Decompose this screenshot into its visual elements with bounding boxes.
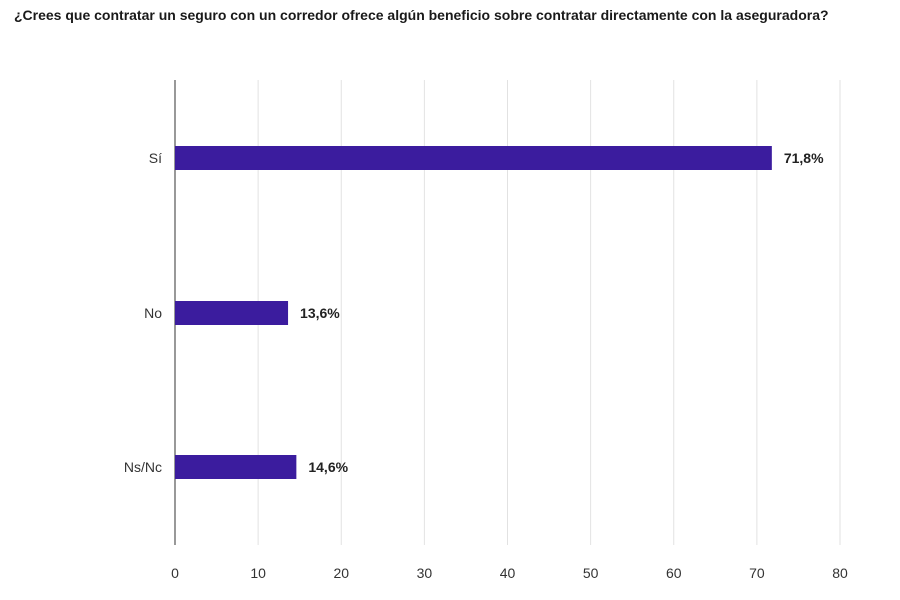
value-label: 14,6% bbox=[308, 459, 348, 475]
bars bbox=[175, 146, 772, 479]
x-tick-label: 30 bbox=[417, 565, 433, 581]
x-tick-label: 50 bbox=[583, 565, 599, 581]
x-tick-label: 40 bbox=[500, 565, 516, 581]
x-tick-label: 60 bbox=[666, 565, 682, 581]
bar bbox=[175, 146, 772, 170]
x-tick-label: 20 bbox=[333, 565, 349, 581]
category-label: Sí bbox=[149, 150, 162, 166]
category-labels: Sí No Ns/Nc bbox=[124, 150, 162, 475]
bar bbox=[175, 301, 289, 325]
value-label: 13,6% bbox=[300, 305, 340, 321]
x-tick-label: 10 bbox=[250, 565, 266, 581]
x-tick-label: 70 bbox=[749, 565, 765, 581]
bar bbox=[175, 455, 297, 479]
x-tick-label: 0 bbox=[171, 565, 179, 581]
value-label: 71,8% bbox=[784, 150, 824, 166]
value-labels: 71,8% 13,6% 14,6% bbox=[300, 150, 824, 475]
chart-title: ¿Crees que contratar un seguro con un co… bbox=[14, 7, 829, 23]
category-label: Ns/Nc bbox=[124, 459, 162, 475]
category-label: No bbox=[144, 305, 162, 321]
x-tick-label: 80 bbox=[832, 565, 848, 581]
x-tick-labels: 0 10 20 30 40 50 60 70 80 bbox=[171, 565, 848, 581]
